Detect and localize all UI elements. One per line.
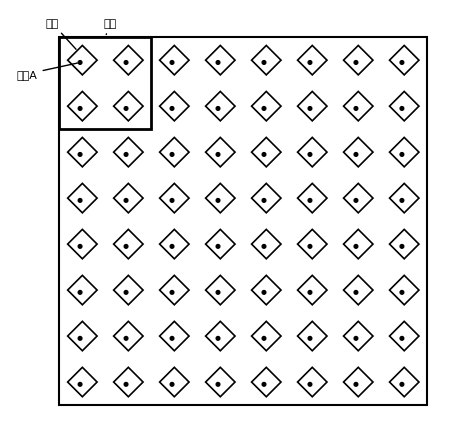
Circle shape	[262, 62, 266, 65]
Circle shape	[262, 107, 266, 111]
Circle shape	[170, 337, 174, 340]
Circle shape	[308, 337, 312, 340]
Circle shape	[262, 245, 266, 249]
Circle shape	[308, 245, 312, 249]
Circle shape	[354, 153, 358, 157]
Circle shape	[216, 383, 220, 386]
Circle shape	[262, 199, 266, 203]
Circle shape	[354, 383, 358, 386]
Circle shape	[78, 245, 82, 249]
Circle shape	[400, 62, 404, 65]
Circle shape	[400, 199, 404, 203]
Circle shape	[124, 337, 128, 340]
Circle shape	[78, 199, 82, 203]
Circle shape	[354, 337, 358, 340]
Circle shape	[216, 245, 220, 249]
Circle shape	[400, 245, 404, 249]
Circle shape	[170, 383, 174, 386]
Circle shape	[216, 62, 220, 65]
Text: 贴片: 贴片	[46, 20, 76, 50]
Circle shape	[170, 291, 174, 295]
Circle shape	[78, 153, 82, 157]
Circle shape	[308, 199, 312, 203]
Circle shape	[170, 107, 174, 111]
Circle shape	[78, 62, 82, 65]
Circle shape	[262, 291, 266, 295]
Circle shape	[262, 383, 266, 386]
Bar	[59, 38, 427, 405]
Circle shape	[170, 153, 174, 157]
Circle shape	[354, 62, 358, 65]
Circle shape	[216, 153, 220, 157]
Circle shape	[124, 62, 128, 65]
Circle shape	[308, 153, 312, 157]
Circle shape	[216, 107, 220, 111]
Circle shape	[124, 383, 128, 386]
Circle shape	[124, 291, 128, 295]
Circle shape	[170, 245, 174, 249]
Circle shape	[400, 337, 404, 340]
Circle shape	[400, 153, 404, 157]
Circle shape	[400, 383, 404, 386]
Circle shape	[78, 291, 82, 295]
Circle shape	[308, 383, 312, 386]
Circle shape	[308, 107, 312, 111]
Circle shape	[400, 107, 404, 111]
Circle shape	[78, 107, 82, 111]
Circle shape	[262, 337, 266, 340]
Circle shape	[124, 199, 128, 203]
Circle shape	[400, 291, 404, 295]
Circle shape	[78, 383, 82, 386]
Circle shape	[262, 153, 266, 157]
Circle shape	[354, 199, 358, 203]
Circle shape	[216, 337, 220, 340]
Circle shape	[216, 291, 220, 295]
Circle shape	[170, 62, 174, 65]
Circle shape	[354, 107, 358, 111]
Circle shape	[124, 245, 128, 249]
Circle shape	[354, 245, 358, 249]
Circle shape	[170, 199, 174, 203]
Text: 锁点A: 锁点A	[17, 64, 78, 80]
Circle shape	[216, 199, 220, 203]
Circle shape	[78, 337, 82, 340]
Circle shape	[124, 153, 128, 157]
Bar	[59, 38, 151, 130]
Text: 子阵: 子阵	[103, 20, 117, 36]
Circle shape	[308, 291, 312, 295]
Circle shape	[308, 62, 312, 65]
Circle shape	[124, 107, 128, 111]
Circle shape	[354, 291, 358, 295]
